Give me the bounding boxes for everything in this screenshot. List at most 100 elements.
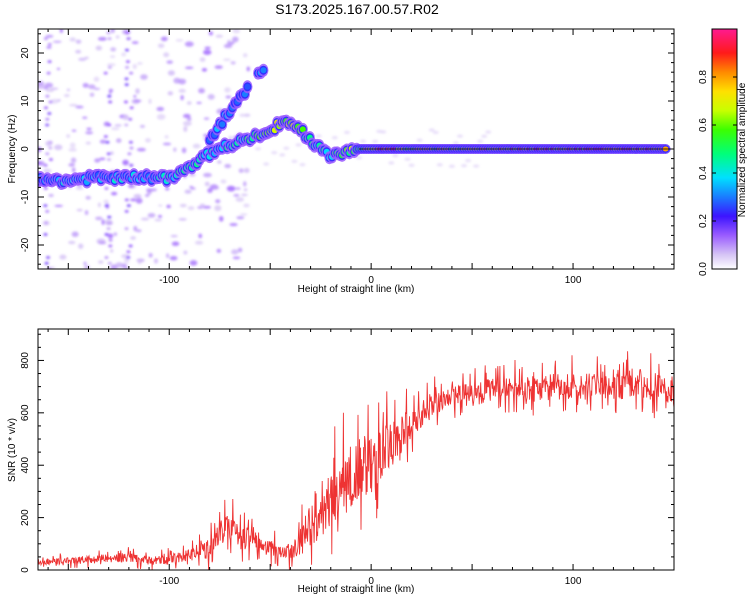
noise-speck (473, 164, 480, 168)
noise-speck (84, 56, 89, 60)
noise-speck (148, 98, 152, 104)
noise-speck (157, 43, 165, 49)
noise-column-speck (103, 135, 108, 138)
noise-speck (145, 138, 151, 143)
noise-speck (116, 138, 122, 143)
noise-column-speck (104, 186, 109, 190)
colorbar-gradient (712, 29, 737, 269)
heatmap-noise-layer (38, 29, 492, 269)
noise-column-speck (104, 204, 109, 208)
noise-speck (169, 256, 178, 261)
noise-speck (236, 216, 245, 220)
colorbar: 0.0 0.2 0.4 0.6 0.8 Normalized spectral ampl… (698, 28, 748, 276)
noise-speck (343, 130, 350, 134)
noise-speck (175, 39, 184, 42)
noise-speck (59, 29, 63, 34)
noise-speck (203, 49, 212, 55)
noise-speck (231, 249, 239, 255)
noise-column-speck (126, 250, 131, 254)
colorbar-tick-label: 0.8 (698, 70, 709, 84)
noise-speck (214, 65, 223, 69)
noise-column-speck (129, 71, 134, 75)
heatmap-y-axis-label: Frequency (Hz) (7, 115, 18, 184)
noise-speck (138, 258, 142, 265)
y-tick-label: -20 (20, 237, 31, 252)
noise-column-speck (123, 100, 128, 104)
spectral-blob-core (260, 67, 267, 74)
noise-column-speck (128, 244, 133, 248)
heatmap-x-axis-label: Height of straight line (km) (298, 284, 415, 295)
noise-speck (246, 66, 250, 72)
noise-speck (198, 233, 203, 239)
noise-speck (97, 202, 101, 208)
y-tick-label: 600 (20, 404, 31, 421)
noise-speck (465, 159, 472, 163)
noise-speck (69, 142, 76, 149)
noise-speck (227, 39, 231, 45)
heatmap-blobs (38, 63, 671, 191)
noise-column-speck (45, 152, 50, 156)
noise-column-speck (124, 83, 129, 87)
noise-column-speck (48, 158, 53, 161)
noise-speck (69, 37, 76, 42)
noise-speck (230, 61, 236, 65)
noise-speck (101, 219, 105, 226)
noise-speck (95, 216, 103, 221)
noise-speck (187, 206, 195, 211)
x-tick-label: 0 (368, 576, 374, 587)
noise-speck (52, 40, 62, 43)
noise-speck (88, 84, 96, 90)
noise-speck (66, 134, 71, 138)
noise-column-speck (129, 146, 134, 150)
noise-speck (181, 147, 187, 154)
noise-speck (198, 87, 205, 94)
noise-speck (50, 98, 59, 104)
snr-x-axis-label: Height of straight line (km) (298, 584, 415, 595)
noise-speck (165, 187, 170, 191)
noise-speck (432, 130, 439, 134)
noise-speck (133, 95, 137, 98)
noise-column-speck (106, 227, 111, 231)
noise-speck (131, 41, 139, 45)
noise-speck (153, 258, 159, 264)
noise-speck (204, 46, 211, 50)
noise-speck (279, 153, 286, 157)
noise-column-speck (107, 37, 112, 40)
noise-column-speck (104, 256, 109, 259)
noise-speck (95, 45, 103, 51)
noise-speck (295, 143, 302, 147)
noise-speck (243, 188, 248, 192)
noise-speck (114, 124, 122, 127)
noise-speck (283, 146, 290, 150)
noise-column-speck (124, 77, 129, 81)
noise-speck (128, 184, 135, 189)
noise-speck (122, 114, 129, 121)
noise-speck (255, 147, 262, 151)
noise-speck (167, 91, 174, 96)
x-tick-label: -100 (159, 275, 179, 286)
colorbar-ticks: 0.0 0.2 0.4 0.6 0.8 (698, 70, 737, 276)
noise-speck (331, 136, 338, 140)
colorbar-tick-label: 0.6 (698, 118, 709, 132)
noise-speck (184, 41, 194, 47)
noise-speck (224, 164, 232, 169)
noise-column-speck (126, 204, 131, 208)
noise-speck (178, 78, 187, 85)
noise-speck (199, 203, 206, 207)
noise-speck (110, 191, 118, 196)
noise-speck (215, 186, 219, 190)
y-tick-label: 400 (20, 456, 31, 473)
noise-speck (436, 163, 443, 167)
noise-speck (156, 114, 166, 120)
noise-speck (242, 53, 248, 58)
noise-speck (68, 148, 78, 152)
noise-speck (233, 194, 240, 197)
noise-speck (215, 34, 224, 38)
noise-speck (183, 126, 188, 133)
noise-speck (179, 203, 187, 208)
colorbar-tick-label: 0.4 (698, 166, 709, 180)
noise-speck (178, 218, 187, 221)
noise-speck (215, 199, 221, 204)
noise-speck (85, 195, 91, 200)
